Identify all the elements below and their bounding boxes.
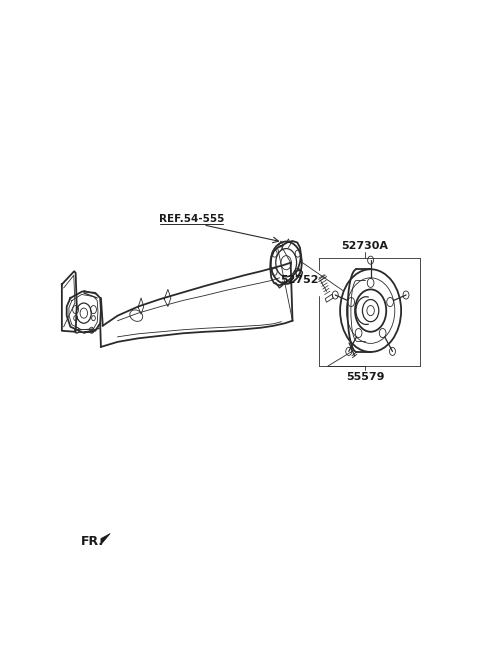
Text: FR.: FR. xyxy=(81,535,104,548)
Polygon shape xyxy=(101,534,110,544)
Text: 55579: 55579 xyxy=(346,372,384,382)
Text: 52730A: 52730A xyxy=(342,241,388,251)
Text: 52752: 52752 xyxy=(280,275,319,286)
Text: REF.54-555: REF.54-555 xyxy=(159,214,225,224)
